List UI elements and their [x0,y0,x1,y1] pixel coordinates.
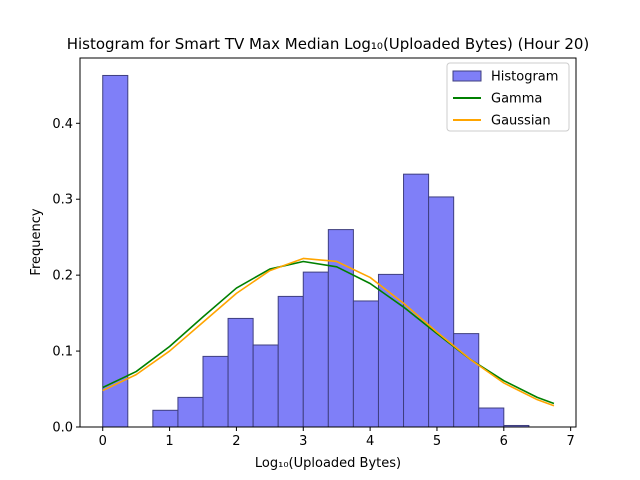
histogram-bar-10 [352,300,379,428]
y-tick-label: 0.4 [52,117,73,132]
fit-lines [102,257,555,407]
x-tick-label: 1 [165,434,173,449]
histogram-bar-3 [177,396,204,428]
histogram-bar-8 [302,271,329,428]
legend-label-gaussian: Gaussian [491,114,551,129]
histogram-bar-7 [277,295,304,428]
y-tick-label: 0.3 [52,193,73,208]
histogram-bars [102,74,530,428]
plot-frame [79,57,577,428]
x-tick-label: 6 [500,434,508,449]
legend: Histogram Gamma Gaussian [446,62,570,132]
x-tick-label: 3 [299,434,307,449]
gaussian-curve [102,257,555,407]
histogram-bar-14 [453,333,480,428]
histogram-bar-9 [327,229,354,428]
x-tick-label: 5 [433,434,441,449]
histogram-bar-12 [403,173,430,428]
x-tick-label: 7 [567,434,575,449]
histogram-bar-0 [102,74,129,428]
x-tick-label: 4 [366,434,374,449]
histogram-bar-15 [478,407,505,428]
y-tick-label: 0.1 [52,345,73,360]
x-tick-label: 2 [232,434,240,449]
histogram-bar-4 [202,355,229,428]
legend-label-gamma: Gamma [491,92,542,107]
histogram-bar-6 [252,344,279,428]
x-axis-label: Log₁₀(Uploaded Bytes) [255,456,401,471]
gamma-curve [102,260,555,405]
y-axis-label: Frequency [29,208,44,275]
axes: 0 1 2 3 4 5 6 7 0.0 0.1 0.2 0.3 0.4 [52,57,577,449]
x-tick-label: 0 [99,434,107,449]
histogram-bar-13 [428,196,455,428]
y-tick-label: 0.0 [52,421,73,436]
legend-label-histogram: Histogram [491,70,558,85]
histogram-bar-5 [227,317,254,428]
chart-title: Histogram for Smart TV Max Median Log₁₀(… [67,35,590,53]
histogram-bar-2 [152,409,179,428]
y-tick-label: 0.2 [52,269,73,284]
histogram-bar-11 [377,273,405,428]
legend-swatch-histogram [452,70,482,82]
